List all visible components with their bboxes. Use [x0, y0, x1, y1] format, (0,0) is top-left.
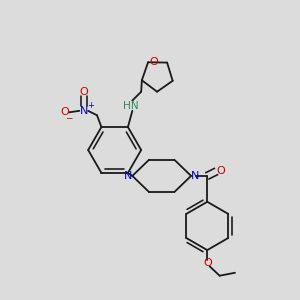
Text: O: O [80, 87, 88, 97]
Text: O: O [60, 107, 69, 117]
Text: O: O [149, 57, 158, 67]
Text: HN: HN [123, 100, 139, 111]
Text: −: − [65, 114, 72, 123]
Text: N: N [124, 171, 132, 181]
Text: O: O [203, 258, 212, 268]
Text: O: O [216, 167, 225, 176]
Text: N: N [80, 106, 88, 116]
Text: N: N [191, 171, 200, 181]
Text: +: + [87, 101, 94, 110]
